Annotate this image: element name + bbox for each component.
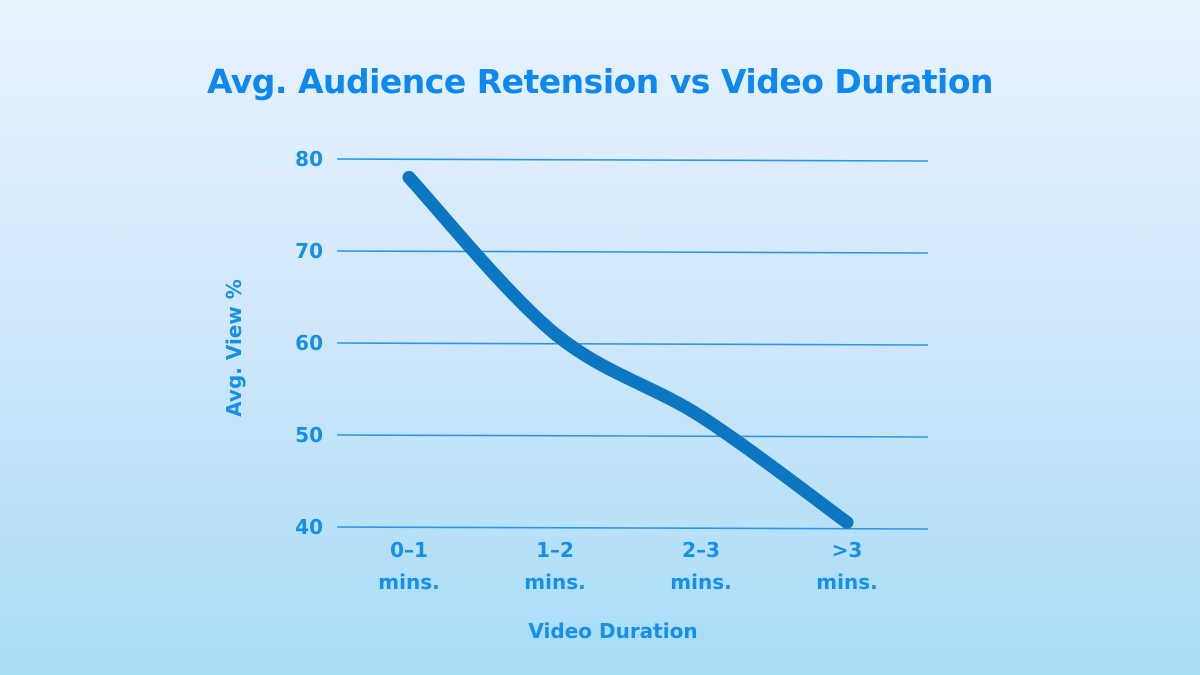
gridlines — [336, 158, 929, 530]
gridline-80 — [336, 158, 929, 162]
chart-title: Avg. Audience Retension vs Video Duratio… — [206, 62, 994, 101]
x-tick-label: 0–1 mins. — [378, 538, 439, 594]
x-axis-ticks: 0–1 mins. 1–2 mins. 2–3 mins. >3 mins. — [378, 538, 877, 594]
y-axis-title: Avg. View % — [222, 279, 246, 417]
x-tick-label: 2–3 mins. — [670, 538, 731, 594]
y-tick-label: 70 — [295, 239, 323, 263]
y-axis-ticks: 80 70 60 50 40 — [295, 147, 323, 539]
gridline-40 — [336, 526, 929, 530]
gridline-50 — [336, 434, 929, 438]
x-axis-title: Video Duration — [528, 619, 697, 643]
x-tick-label: 1–2 mins. — [524, 538, 585, 594]
y-tick-label: 40 — [295, 515, 323, 539]
y-tick-label: 60 — [295, 331, 323, 355]
series-line — [402, 170, 854, 529]
y-tick-label: 80 — [295, 147, 323, 171]
y-tick-label: 50 — [295, 423, 323, 447]
gridline-70 — [336, 250, 929, 254]
x-tick-label: >3 mins. — [816, 538, 877, 594]
gridline-60 — [336, 342, 929, 346]
data-point — [403, 171, 415, 184]
data-point — [841, 516, 853, 529]
data-point — [695, 410, 707, 423]
data-point — [549, 327, 561, 340]
series-layer — [402, 170, 854, 529]
